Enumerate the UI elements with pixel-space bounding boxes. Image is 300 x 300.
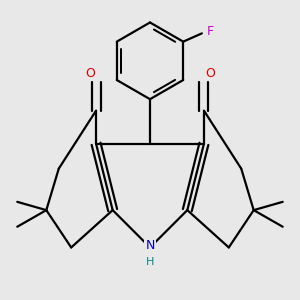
Text: O: O [205,67,215,80]
Text: H: H [146,257,154,267]
Text: N: N [145,239,155,252]
Text: O: O [85,67,95,80]
Text: F: F [207,25,214,38]
